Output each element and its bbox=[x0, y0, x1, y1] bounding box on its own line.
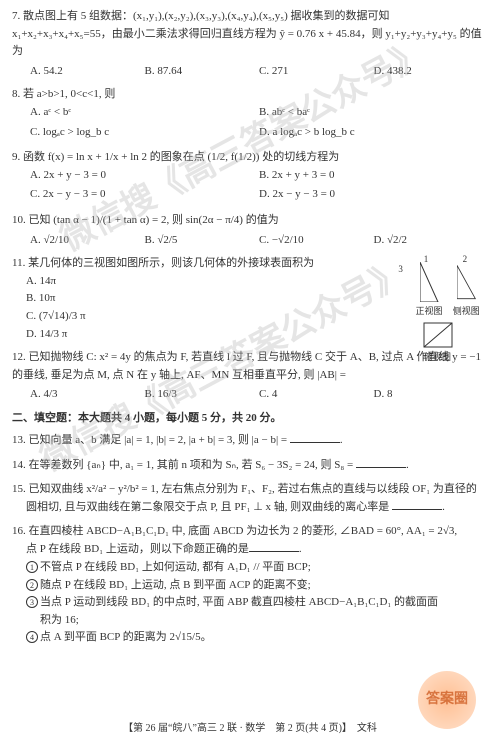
q10-opt-a: A. √2/10 bbox=[30, 232, 145, 250]
q9-opt-a: A. 2x + y − 3 = 0 bbox=[30, 167, 259, 185]
q12-opt-c: C. 4 bbox=[259, 386, 374, 404]
front-view-label: 正视图 bbox=[415, 304, 442, 318]
q8-opt-a: A. aᶜ < bᶜ bbox=[30, 104, 259, 122]
q16-item3a: 当点 P 运动到线段 BD₁ 的中点时, 平面 ABP 截直四棱柱 ABCD−A… bbox=[40, 596, 438, 608]
q12-opt-b: B. 16/3 bbox=[145, 386, 260, 404]
circled-2: 2 bbox=[26, 579, 38, 591]
q9-opt-d: D. 2x − y − 3 = 0 bbox=[259, 186, 488, 204]
side-view-triangle: 2 bbox=[457, 262, 477, 302]
page-footer: 【第 26 届“皖八”高三 2 联 · 数学 第 2 页(共 4 页)】 文科 bbox=[0, 721, 500, 737]
q16-item3b: 积为 16; bbox=[26, 612, 488, 630]
top-view-rect bbox=[423, 322, 453, 348]
dim-1: 1 bbox=[424, 252, 429, 266]
circled-1: 1 bbox=[26, 561, 38, 573]
q8-opt-d: D. a logₐc > b log_b c bbox=[259, 124, 488, 142]
q16-line2: 点 P 在线段 BD₁ 上运动，则以下命题正确的是 bbox=[26, 543, 249, 555]
q16-item4: 点 A 到平面 BCP 的距离为 2√15/5。 bbox=[40, 631, 212, 643]
q15-line2: 圆相切, 且与双曲线在第二象限交于点 P, 且 PF₁ ⊥ x 轴, 则双曲线的… bbox=[26, 501, 392, 513]
q7-opt-c: C. 271 bbox=[259, 63, 374, 81]
q12-opt-a: A. 4/3 bbox=[30, 386, 145, 404]
q15-line1: 15. 已知双曲线 x²/a² − y²/b² = 1, 左右焦点分别为 F₁、… bbox=[12, 481, 488, 499]
question-10: 10. 已知 (tan α − 1)/(1 + tan α) = 2, 则 si… bbox=[12, 212, 488, 249]
q7-opt-a: A. 54.2 bbox=[30, 63, 145, 81]
question-13: 13. 已知向量 a、b 满足 |a| = 1, |b| = 2, |a + b… bbox=[12, 431, 488, 450]
q8-opt-b: B. abᶜ < baᶜ bbox=[259, 104, 488, 122]
q13-text: 13. 已知向量 a、b 满足 |a| = 1, |b| = 2, |a + b… bbox=[12, 434, 290, 446]
q8-text: 8. 若 a>b>1, 0<c<1, 则 bbox=[12, 86, 488, 104]
q13-blank bbox=[290, 431, 340, 443]
q7-opt-b: B. 87.64 bbox=[145, 63, 260, 81]
question-7: 7. 散点图上有 5 组数据：(x₁,y₁),(x₂,y₂),(x₃,y₃),(… bbox=[12, 8, 488, 80]
question-9: 9. 函数 f(x) = ln x + 1/x + ln 2 的图象在点 (1/… bbox=[12, 149, 488, 206]
q12-opt-d: D. 8 bbox=[374, 386, 489, 404]
dim-2: 2 bbox=[463, 252, 468, 266]
question-16: 16. 在直四棱柱 ABCD−A₁B₁C₁D₁ 中, 底面 ABCD 为边长为 … bbox=[12, 523, 488, 647]
top-view-label: 俯视图 bbox=[390, 350, 485, 364]
q15-blank bbox=[392, 498, 442, 510]
q16-line1: 16. 在直四棱柱 ABCD−A₁B₁C₁D₁ 中, 底面 ABCD 为边长为 … bbox=[12, 523, 488, 541]
q14-blank bbox=[356, 456, 406, 468]
q8-opt-c: C. logₐc > log_b c bbox=[30, 124, 259, 142]
side-view-label: 侧视图 bbox=[453, 304, 480, 318]
q16-blank bbox=[249, 540, 299, 552]
q10-opt-d: D. √2/2 bbox=[374, 232, 489, 250]
question-14: 14. 在等差数列 {aₙ} 中, a₁ = 1, 其前 n 项和为 Sₙ, 若… bbox=[12, 456, 488, 475]
question-15: 15. 已知双曲线 x²/a² − y²/b² = 1, 左右焦点分别为 F₁、… bbox=[12, 481, 488, 517]
q7-opt-d: D. 438.2 bbox=[374, 63, 489, 81]
circled-3: 3 bbox=[26, 596, 38, 608]
front-view-triangle: 1 bbox=[420, 262, 440, 302]
q14-text: 14. 在等差数列 {aₙ} 中, a₁ = 1, 其前 n 项和为 Sₙ, 若… bbox=[12, 459, 356, 471]
q9-opt-b: B. 2x + y + 3 = 0 bbox=[259, 167, 488, 185]
q9-opt-c: C. 2x − y − 3 = 0 bbox=[30, 186, 259, 204]
q10-text: 10. 已知 (tan α − 1)/(1 + tan α) = 2, 则 si… bbox=[12, 212, 488, 230]
q10-opt-b: B. √2/5 bbox=[145, 232, 260, 250]
question-8: 8. 若 a>b>1, 0<c<1, 则 A. aᶜ < bᶜ B. abᶜ <… bbox=[12, 86, 488, 143]
section-2-title: 二、填空题：本大题共 4 小题，每小题 5 分，共 20 分。 bbox=[12, 410, 488, 428]
q10-opt-c: C. −√2/10 bbox=[259, 232, 374, 250]
q7-text: 7. 散点图上有 5 组数据：(x₁,y₁),(x₂,y₂),(x₃,y₃),(… bbox=[12, 8, 488, 61]
q9-text: 9. 函数 f(x) = ln x + 1/x + ln 2 的图象在点 (1/… bbox=[12, 149, 488, 167]
q16-item2: 随点 P 在线段 BD₁ 上运动, 点 B 到平面 ACP 的距离不变; bbox=[40, 579, 311, 591]
three-views-figure: 3 1 2 正视图 侧视图 俯视图 bbox=[390, 262, 485, 365]
circled-4: 4 bbox=[26, 631, 38, 643]
q16-item1: 不管点 P 在线段 BD₁ 上如何运动, 都有 A₁D₁ // 平面 BCP; bbox=[40, 561, 311, 573]
dim-3: 3 bbox=[398, 262, 403, 276]
answer-stamp: 答案圈 bbox=[418, 671, 476, 729]
